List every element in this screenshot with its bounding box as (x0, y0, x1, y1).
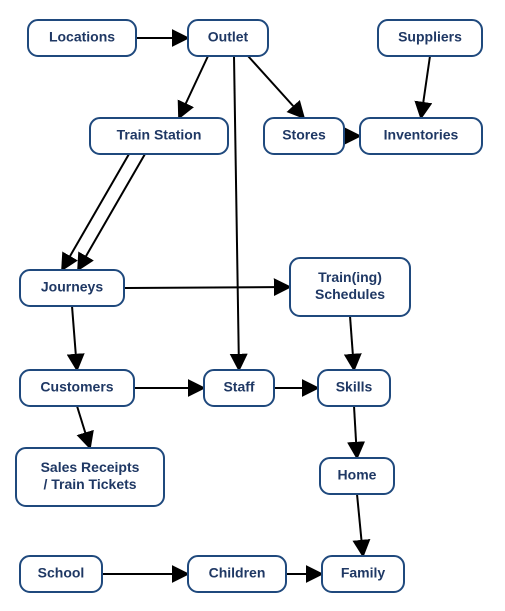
node-outlet: Outlet (188, 20, 268, 56)
node-sales-label: / Train Tickets (43, 476, 136, 492)
node-trainstation-label: Train Station (117, 127, 202, 143)
node-stores: Stores (264, 118, 344, 154)
node-staff-label: Staff (223, 379, 254, 395)
node-inventories: Inventories (360, 118, 482, 154)
node-training-label: Schedules (315, 286, 385, 302)
node-skills-label: Skills (336, 379, 373, 395)
node-suppliers-label: Suppliers (398, 29, 462, 45)
node-home-label: Home (338, 467, 377, 483)
node-family: Family (322, 556, 404, 592)
node-sales: Sales Receipts/ Train Tickets (16, 448, 164, 506)
node-stores-label: Stores (282, 127, 326, 143)
node-training: Train(ing)Schedules (290, 258, 410, 316)
node-inventories-label: Inventories (384, 127, 459, 143)
node-staff: Staff (204, 370, 274, 406)
node-children-label: Children (209, 565, 266, 581)
node-customers: Customers (20, 370, 134, 406)
node-customers-label: Customers (40, 379, 113, 395)
node-skills: Skills (318, 370, 390, 406)
node-journeys: Journeys (20, 270, 124, 306)
node-school: School (20, 556, 102, 592)
node-journeys-label: Journeys (41, 279, 103, 295)
node-outlet-label: Outlet (208, 29, 249, 45)
node-sales-label: Sales Receipts (41, 459, 140, 475)
edge-journeys-to-training (124, 287, 290, 288)
node-suppliers: Suppliers (378, 20, 482, 56)
node-school-label: School (38, 565, 85, 581)
node-locations: Locations (28, 20, 136, 56)
node-trainstation: Train Station (90, 118, 228, 154)
node-family-label: Family (341, 565, 386, 581)
node-home: Home (320, 458, 394, 494)
node-locations-label: Locations (49, 29, 115, 45)
node-training-label: Train(ing) (318, 269, 382, 285)
diagram-canvas: Locations Outlet Suppliers Train Station Sto… (0, 0, 505, 611)
node-children: Children (188, 556, 286, 592)
